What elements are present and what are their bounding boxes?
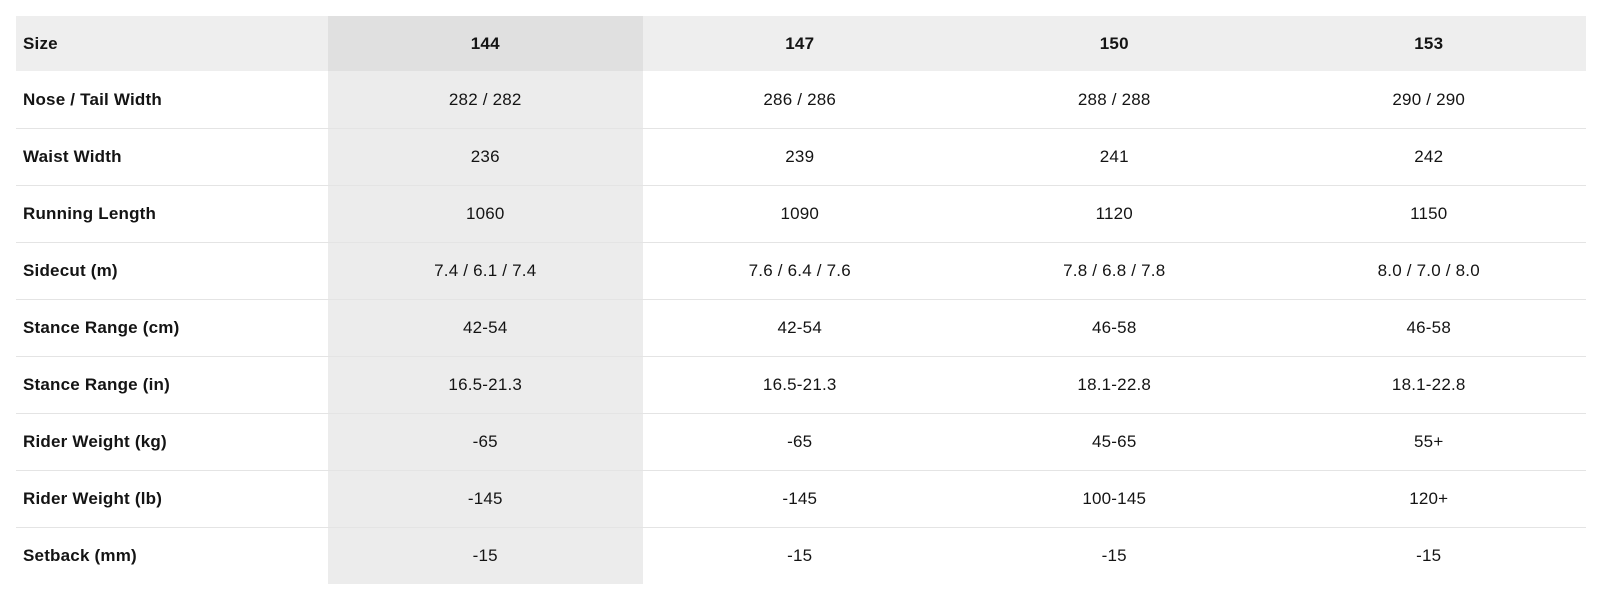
spec-row-rider-weight-kg: Rider Weight (kg) -65 -65 45-65 55+: [16, 413, 1586, 470]
spec-value: -15: [1416, 546, 1442, 565]
spec-row-label: Stance Range (in): [23, 375, 170, 394]
spec-value: 46-58: [1092, 318, 1137, 337]
spec-row-label: Rider Weight (lb): [23, 489, 163, 508]
spec-value: -65: [787, 432, 813, 451]
size-header-label: Size: [23, 33, 58, 53]
spec-row-label: Rider Weight (kg): [23, 432, 167, 451]
size-column-header-153: 153: [1414, 33, 1444, 53]
spec-value: 1090: [780, 204, 820, 223]
spec-value: -15: [1101, 546, 1127, 565]
spec-row-label: Sidecut (m): [23, 261, 118, 280]
spec-value: 286 / 286: [763, 89, 837, 109]
spec-value: 42-54: [328, 300, 643, 356]
size-header-row: Size 144 147 150 153: [16, 16, 1586, 71]
board-specs-table: Size 144 147 150 153 Nose / Tail Width 2…: [16, 16, 1586, 584]
spec-value: 100-145: [1082, 489, 1147, 508]
spec-row-rider-weight-lb: Rider Weight (lb) -145 -145 100-145 120+: [16, 470, 1586, 527]
spec-value: 288 / 288: [1077, 89, 1151, 109]
spec-value: 239: [785, 147, 815, 166]
spec-row-running-length: Running Length 1060 1090 1120 1150: [16, 185, 1586, 242]
spec-value: 16.5-21.3: [762, 375, 837, 394]
spec-value: 42-54: [777, 318, 822, 337]
spec-value: 16.5-21.3: [328, 357, 643, 413]
spec-value: -145: [782, 489, 818, 508]
spec-value: 1120: [1095, 204, 1133, 223]
size-column-header-150: 150: [1099, 33, 1129, 53]
spec-row-sidecut: Sidecut (m) 7.4 / 6.1 / 7.4 7.6 / 6.4 / …: [16, 242, 1586, 299]
spec-value: 241: [1099, 147, 1129, 166]
spec-row-label: Stance Range (cm): [23, 318, 180, 337]
size-column-header-147: 147: [785, 33, 815, 53]
spec-value: 1060: [328, 186, 643, 242]
spec-value: 290 / 290: [1392, 89, 1466, 109]
spec-value: 46-58: [1406, 318, 1451, 337]
spec-value: 282 / 282: [328, 71, 643, 128]
spec-value: 55+: [1414, 432, 1444, 451]
spec-row-label: Running Length: [23, 204, 157, 223]
spec-row-stance-range-cm: Stance Range (cm) 42-54 42-54 46-58 46-5…: [16, 299, 1586, 356]
spec-value: -15: [328, 528, 643, 584]
spec-value: -65: [328, 414, 643, 470]
spec-value: 120+: [1409, 489, 1449, 508]
spec-value: 7.6 / 6.4 / 7.6: [748, 261, 851, 280]
spec-row-label: Waist Width: [23, 147, 122, 166]
spec-value: 7.4 / 6.1 / 7.4: [328, 243, 643, 299]
spec-value: 242: [1414, 147, 1444, 166]
spec-value: 18.1-22.8: [1077, 375, 1152, 394]
spec-value: 18.1-22.8: [1391, 375, 1466, 394]
spec-value: 45-65: [1092, 432, 1137, 451]
spec-value: 8.0 / 7.0 / 8.0: [1377, 261, 1480, 280]
spec-row-label: Nose / Tail Width: [23, 89, 162, 109]
spec-value: -15: [787, 546, 813, 565]
spec-row-stance-range-in: Stance Range (in) 16.5-21.3 16.5-21.3 18…: [16, 356, 1586, 413]
spec-row-setback: Setback (mm) -15 -15 -15 -15: [16, 527, 1586, 584]
spec-row-label: Setback (mm): [23, 546, 137, 565]
spec-row-waist-width: Waist Width 236 239 241 242: [16, 128, 1586, 185]
spec-value: 7.8 / 6.8 / 7.8: [1063, 261, 1166, 280]
spec-value: 236: [328, 129, 643, 185]
spec-value: -145: [328, 471, 643, 527]
spec-row-nose-tail-width: Nose / Tail Width 282 / 282 286 / 286 28…: [16, 71, 1586, 128]
specs-table-body: Nose / Tail Width 282 / 282 286 / 286 28…: [16, 71, 1586, 584]
spec-value: 1150: [1410, 204, 1448, 223]
size-column-header-144: 144: [328, 16, 643, 71]
